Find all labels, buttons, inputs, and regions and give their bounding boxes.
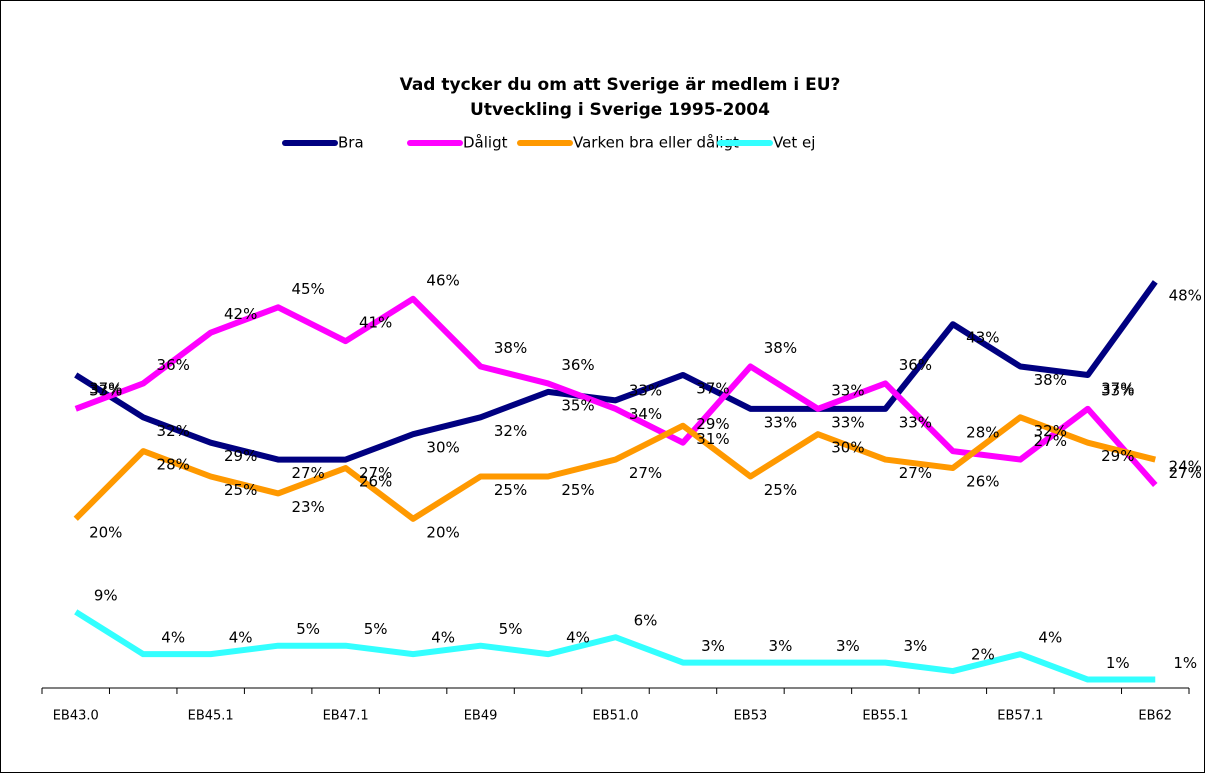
data-label: 35% [561, 396, 594, 414]
data-label: 32% [157, 422, 190, 440]
data-label: 3% [701, 637, 725, 655]
x-tick-label: EB51.0 [592, 709, 638, 724]
data-label: 25% [494, 481, 527, 499]
data-label: 34% [629, 405, 662, 423]
data-label: 23% [291, 498, 324, 516]
legend-label: Dåligt [463, 134, 508, 152]
data-label: 45% [291, 280, 324, 298]
data-label: 4% [431, 629, 455, 647]
data-label: 25% [224, 481, 257, 499]
data-label: 32% [1034, 422, 1067, 440]
x-tick-label: EB43.0 [53, 709, 99, 724]
data-label: 38% [764, 339, 797, 357]
x-tick-label: EB62 [1138, 709, 1172, 724]
legend-label: Varken bra eller dåligt [573, 134, 739, 152]
x-tick-label: EB47.1 [323, 709, 369, 724]
data-label: 33% [899, 413, 932, 431]
data-label: 26% [966, 473, 999, 491]
data-label: 25% [764, 481, 797, 499]
data-label: 38% [494, 339, 527, 357]
data-label: 29% [696, 415, 729, 433]
x-tick-label: EB53 [734, 709, 768, 724]
chart-title: Vad tycker du om att Sverige är medlem i… [400, 75, 841, 95]
data-label: 32% [494, 422, 527, 440]
data-label: 28% [966, 424, 999, 442]
x-tick-label: EB49 [464, 709, 498, 724]
data-label: 6% [634, 612, 658, 630]
data-label: 1% [1173, 654, 1197, 672]
data-label: 25% [561, 481, 594, 499]
data-label: 9% [94, 586, 118, 604]
data-label: 20% [426, 523, 459, 541]
data-label: 42% [224, 305, 257, 323]
data-label: 33% [629, 381, 662, 399]
data-label: 1% [1106, 654, 1130, 672]
data-label: 5% [364, 620, 388, 638]
data-label: 27% [629, 464, 662, 482]
data-label: 4% [566, 629, 590, 647]
data-label: 4% [1038, 629, 1062, 647]
data-label: 37% [89, 379, 122, 397]
data-label: 27% [291, 464, 324, 482]
x-tick-label: EB55.1 [862, 709, 908, 724]
data-label: 43% [966, 329, 999, 347]
data-label: 27% [359, 464, 392, 482]
legend-label: Bra [338, 134, 364, 152]
data-label: 27% [1169, 464, 1202, 482]
data-label: 38% [1034, 371, 1067, 389]
data-label: 3% [903, 637, 927, 655]
data-label: 26% [359, 473, 392, 491]
chart-subtitle: Utveckling i Sverige 1995-2004 [470, 100, 770, 120]
data-label: 29% [224, 447, 257, 465]
data-label: 27% [899, 464, 932, 482]
data-label: 3% [836, 637, 860, 655]
data-label: 30% [831, 439, 864, 457]
data-label: 5% [499, 620, 523, 638]
data-label: 30% [426, 439, 459, 457]
data-label: 36% [157, 356, 190, 374]
data-label: 41% [359, 314, 392, 332]
data-label: 24% [1169, 457, 1202, 475]
data-label: 33% [764, 413, 797, 431]
series-line [73, 414, 1156, 522]
data-label: 36% [561, 356, 594, 374]
data-label: 2% [971, 646, 995, 664]
x-tick-label: EB57.1 [997, 709, 1043, 724]
legend-label: Vet ej [773, 134, 815, 152]
data-label: 33% [831, 413, 864, 431]
data-label: 4% [161, 629, 185, 647]
data-label: 33% [831, 381, 864, 399]
data-label: 46% [426, 271, 459, 289]
data-label: 4% [229, 629, 253, 647]
data-label: 20% [89, 523, 122, 541]
data-label: 33% [1101, 381, 1134, 399]
data-label: 33% [89, 381, 122, 399]
x-tick-label: EB45.1 [188, 709, 234, 724]
data-label: 31% [696, 430, 729, 448]
data-label: 37% [696, 379, 729, 397]
series-line [74, 280, 1158, 463]
data-label: 48% [1169, 286, 1202, 304]
data-label: 5% [296, 620, 320, 638]
data-label: 36% [899, 356, 932, 374]
series-line [74, 609, 1156, 683]
data-label: 27% [1034, 432, 1067, 450]
data-label: 28% [157, 456, 190, 474]
data-label: 29% [1101, 447, 1134, 465]
data-label: 3% [769, 637, 793, 655]
data-label: 37% [1101, 379, 1134, 397]
